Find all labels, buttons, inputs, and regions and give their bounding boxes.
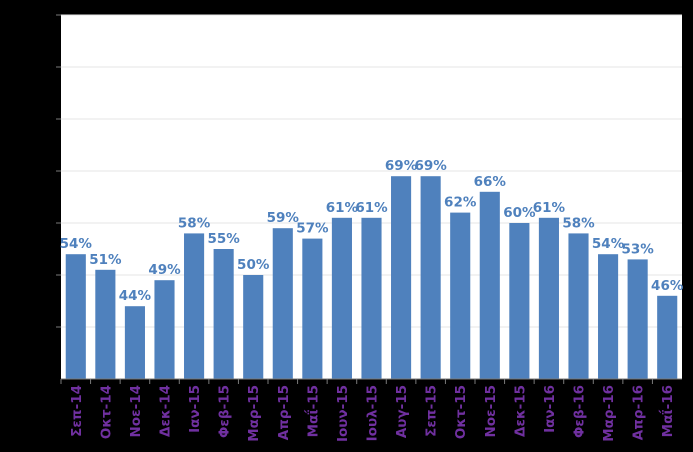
bar bbox=[657, 295, 678, 379]
x-tick-label: Ιαν-15 bbox=[187, 385, 203, 433]
data-label: 57% bbox=[296, 221, 329, 237]
x-tick-label: Δεκ-15 bbox=[512, 385, 528, 437]
bar bbox=[450, 212, 471, 379]
bars bbox=[65, 176, 678, 379]
data-label: 62% bbox=[444, 195, 477, 211]
x-tick-label: Οκτ-15 bbox=[453, 385, 469, 439]
data-label: 58% bbox=[562, 215, 595, 231]
x-tick-label: Ιουν-15 bbox=[335, 385, 351, 442]
x-tick-label: Ιαν-16 bbox=[542, 385, 558, 433]
x-tick-label: Αυγ-15 bbox=[394, 385, 410, 438]
data-label: 55% bbox=[207, 231, 240, 247]
x-tick-label: Μαΐ-16 bbox=[658, 385, 676, 437]
bar bbox=[331, 217, 352, 379]
x-tick-label: Απρ-15 bbox=[276, 385, 292, 440]
data-label: 54% bbox=[60, 236, 93, 252]
data-label: 54% bbox=[592, 236, 625, 252]
data-label: 58% bbox=[178, 215, 211, 231]
data-labels: 54%51%44%49%58%55%50%59%57%61%61%69%69%6… bbox=[60, 158, 684, 304]
bar bbox=[95, 269, 116, 379]
x-tick-label: Μαρ-15 bbox=[246, 385, 262, 442]
bar bbox=[154, 280, 175, 379]
x-tick-label: Φεβ-16 bbox=[572, 385, 588, 438]
data-label: 61% bbox=[326, 200, 359, 216]
bar bbox=[302, 238, 323, 379]
data-label: 50% bbox=[237, 257, 270, 273]
bar bbox=[627, 259, 648, 379]
data-label: 59% bbox=[267, 210, 300, 226]
bar bbox=[65, 254, 86, 379]
x-tick-label: Δεκ-14 bbox=[158, 385, 174, 437]
bar bbox=[538, 217, 559, 379]
x-tick-label: Φεβ-15 bbox=[217, 385, 233, 438]
x-tick-label: Απρ-16 bbox=[631, 385, 647, 440]
data-label: 49% bbox=[148, 262, 181, 278]
data-label: 61% bbox=[533, 200, 566, 216]
data-label: 61% bbox=[355, 200, 388, 216]
x-tick-label: Ιουλ-15 bbox=[365, 385, 381, 441]
bar bbox=[598, 254, 619, 379]
bar bbox=[184, 233, 205, 379]
bar bbox=[361, 217, 382, 379]
bar bbox=[509, 223, 530, 379]
data-label: 66% bbox=[474, 174, 507, 190]
bar bbox=[124, 306, 145, 379]
data-label: 44% bbox=[119, 288, 152, 304]
x-tick-label: Σεπ-15 bbox=[424, 385, 440, 437]
x-tick-label: Οκτ-14 bbox=[98, 385, 114, 439]
x-tick-label: Νοε-15 bbox=[483, 385, 499, 437]
bar bbox=[568, 233, 589, 379]
data-label: 53% bbox=[621, 241, 654, 257]
data-label: 51% bbox=[89, 252, 122, 268]
bar bbox=[213, 249, 234, 379]
bar bbox=[272, 228, 293, 379]
x-tick-label: Μαρ-16 bbox=[601, 385, 617, 442]
data-label: 46% bbox=[651, 278, 684, 294]
x-tick-label: Μαΐ-15 bbox=[303, 385, 321, 437]
data-label: 69% bbox=[385, 158, 418, 174]
bar bbox=[479, 191, 500, 379]
data-label: 60% bbox=[503, 205, 536, 221]
data-label: 69% bbox=[414, 158, 447, 174]
bar bbox=[420, 176, 441, 379]
bar bbox=[243, 275, 264, 379]
bar bbox=[391, 176, 412, 379]
x-tick-labels: Σεπ-14 Οκτ-14 Νοε-14 Δεκ-14 Ιαν-15 Φεβ-15 Μαρ-… bbox=[60, 379, 676, 442]
x-tick-label: Σεπ-14 bbox=[69, 385, 85, 437]
x-tick-label: Νοε-14 bbox=[128, 385, 144, 437]
